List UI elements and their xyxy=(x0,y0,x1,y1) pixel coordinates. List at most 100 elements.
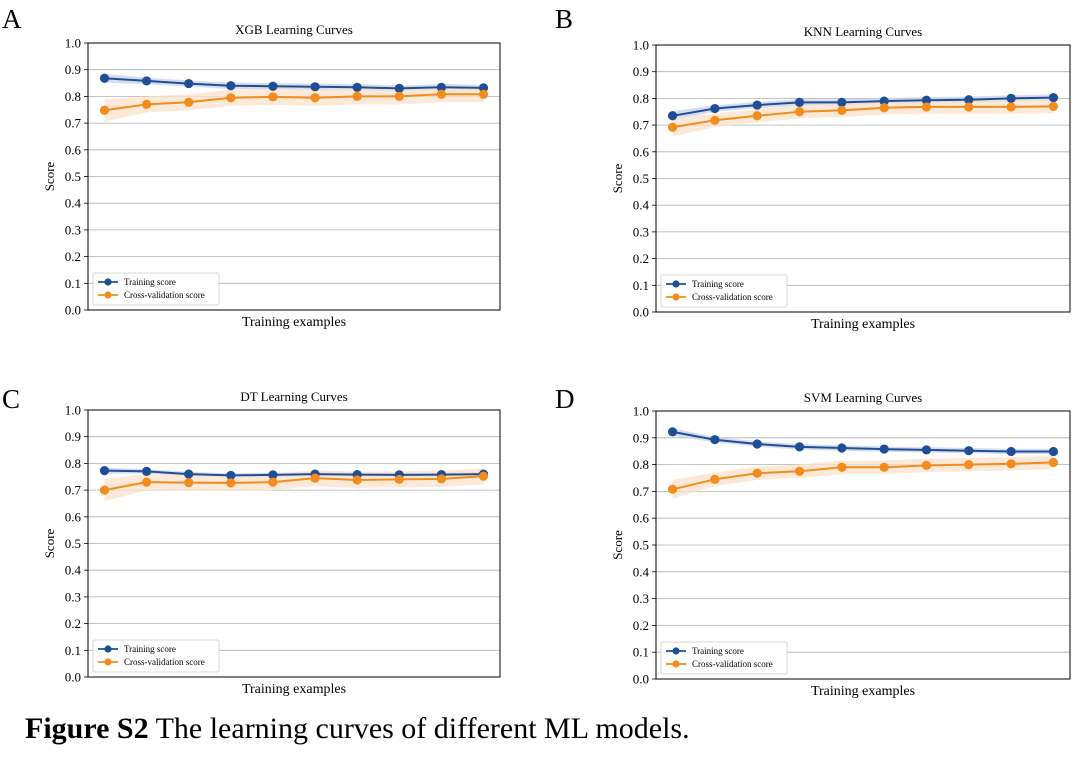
data-point-cross-validation xyxy=(394,91,404,101)
data-point-cross-validation xyxy=(310,473,320,483)
legend-entry-training: Training score xyxy=(124,644,176,654)
data-point-cross-validation xyxy=(964,460,974,470)
panel-letter: A xyxy=(2,4,22,34)
data-point-cross-validation xyxy=(921,460,932,471)
series-line-cross-validation xyxy=(104,93,484,112)
data-point-cross-validation xyxy=(752,111,762,121)
data-point-training xyxy=(226,81,236,91)
data-point-cross-validation xyxy=(184,478,194,488)
y-tick-label: 0.4 xyxy=(65,563,82,578)
confidence-band-cross-validation xyxy=(104,86,484,122)
data-point-training xyxy=(879,444,889,454)
legend: Training score Cross-validation score xyxy=(660,274,788,308)
data-point-cross-validation xyxy=(879,462,889,472)
data-point-training xyxy=(141,76,152,86)
data-point-training xyxy=(226,470,236,481)
y-tick-label: 0.7 xyxy=(65,116,82,131)
x-axis-label: Training examples xyxy=(242,315,346,330)
data-point-cross-validation xyxy=(184,97,194,107)
data-point-cross-validation xyxy=(226,478,236,488)
figure-caption: Figure S2 The learning curves of differe… xyxy=(25,712,690,746)
plot-frame xyxy=(655,410,1071,680)
y-tick-label: 0.1 xyxy=(65,643,81,658)
data-point-training xyxy=(478,83,489,93)
data-point-training xyxy=(837,443,847,453)
data-point-cross-validation xyxy=(1048,457,1059,468)
y-tick-label: 0.2 xyxy=(65,616,81,631)
legend-marker xyxy=(104,658,112,666)
y-tick-label: 0.5 xyxy=(65,169,81,184)
y-tick-label: 0.0 xyxy=(633,305,649,320)
y-tick-label: 0.9 xyxy=(65,429,81,444)
y-tick-label: 0.2 xyxy=(633,618,649,633)
data-point-training xyxy=(794,442,805,452)
legend-marker xyxy=(104,278,112,286)
x-axis-label: Training examples xyxy=(811,684,915,699)
legend-marker xyxy=(104,291,112,299)
chart-panel-a: A 0.0 0.1 0.2 0.3 0.4 0.5 0.6 0.7 0.8 0.9 1.0 XGB Le… xyxy=(2,4,501,330)
legend: Training score Cross-validation score xyxy=(92,272,220,306)
data-point-cross-validation xyxy=(352,91,362,101)
y-tick-label: 0.0 xyxy=(633,672,649,687)
series-line-cross-validation xyxy=(104,475,484,492)
series-line-training xyxy=(104,469,484,477)
y-tick-label: 0.8 xyxy=(65,456,81,471)
data-point-training xyxy=(964,446,974,456)
data-point-cross-validation xyxy=(310,93,320,103)
chart-panel-d: D 0.0 0.1 0.2 0.3 0.4 0.5 0.6 0.7 0.8 0.9 1.0 SVM Le… xyxy=(555,384,1071,699)
data-point-cross-validation xyxy=(478,89,489,99)
data-point-cross-validation xyxy=(794,107,805,117)
legend-entry-training: Training score xyxy=(692,646,744,656)
chart-title: XGB Learning Curves xyxy=(235,22,353,37)
legend-marker xyxy=(672,280,680,288)
data-point-cross-validation xyxy=(1006,102,1016,112)
legend-box xyxy=(92,639,220,673)
legend-entry-cross-validation: Cross-validation score xyxy=(124,290,205,300)
chart-panel-c: C 0.0 0.1 0.2 0.3 0.4 0.5 0.6 0.7 0.8 0.9 1.0 DT Lea… xyxy=(2,384,501,697)
legend-box xyxy=(92,272,220,306)
y-tick-label: 0.9 xyxy=(633,64,649,79)
y-tick-label: 0.5 xyxy=(633,538,649,553)
y-tick-label: 0.8 xyxy=(633,91,649,106)
data-point-training xyxy=(752,100,762,110)
y-tick-label: 0.4 xyxy=(65,196,82,211)
legend-marker xyxy=(672,647,680,655)
y-tick-label: 0.1 xyxy=(633,278,649,293)
data-point-cross-validation xyxy=(710,115,720,125)
data-point-cross-validation xyxy=(352,475,362,485)
legend-box xyxy=(660,641,788,675)
chart-panel-b: B 0.0 0.1 0.2 0.3 0.4 0.5 0.6 0.7 0.8 0.9 1.0 KNN Le… xyxy=(555,4,1071,332)
data-point-training xyxy=(667,427,678,437)
y-axis-label: Score xyxy=(42,528,57,558)
data-point-training xyxy=(794,97,805,108)
y-tick-label: 0.8 xyxy=(65,89,81,104)
data-point-training xyxy=(352,82,362,92)
data-point-training xyxy=(964,95,974,105)
legend-entry-cross-validation: Cross-validation score xyxy=(124,657,205,667)
data-point-training xyxy=(921,445,932,455)
y-tick-label: 0.2 xyxy=(65,249,81,264)
data-point-cross-validation xyxy=(478,471,489,481)
data-point-training xyxy=(310,82,320,92)
legend-entry-cross-validation: Cross-validation score xyxy=(692,292,773,302)
data-point-training xyxy=(184,78,194,89)
chart-title: SVM Learning Curves xyxy=(804,390,922,405)
data-point-cross-validation xyxy=(837,105,847,116)
data-point-cross-validation xyxy=(394,474,404,485)
y-tick-label: 0.6 xyxy=(65,509,82,524)
plot-frame xyxy=(87,409,501,678)
data-point-cross-validation xyxy=(436,89,447,99)
y-tick-label: 0.0 xyxy=(65,303,81,318)
figure-caption-text: The learning curves of different ML mode… xyxy=(148,712,690,745)
series-line-cross-validation xyxy=(672,461,1054,491)
data-point-training xyxy=(879,96,889,106)
confidence-band-cross-validation xyxy=(104,468,484,502)
y-tick-label: 0.8 xyxy=(633,457,649,472)
y-tick-label: 0.6 xyxy=(633,511,650,526)
y-tick-label: 0.3 xyxy=(65,222,81,237)
data-point-cross-validation xyxy=(964,102,974,112)
data-point-cross-validation xyxy=(794,466,805,476)
data-point-cross-validation xyxy=(99,105,110,115)
data-point-cross-validation xyxy=(1048,101,1059,112)
